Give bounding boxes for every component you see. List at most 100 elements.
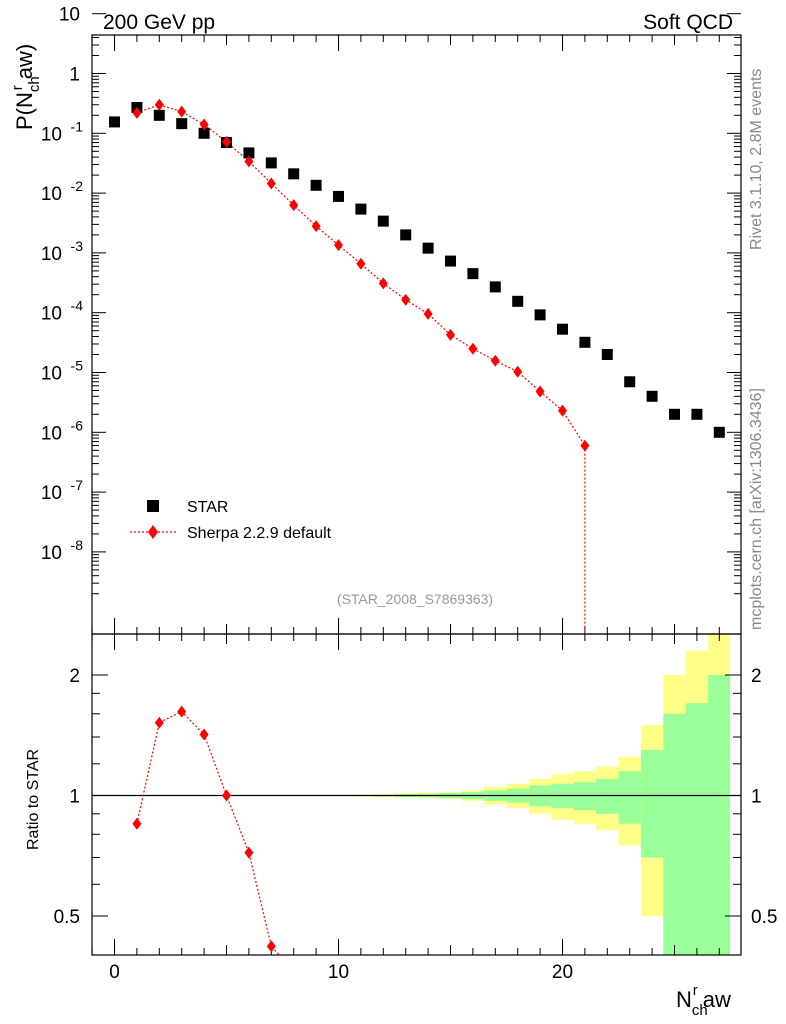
ratio-band-inner [618,771,641,824]
legend: STAR Sherpa 2.2.9 default [130,499,332,542]
analysis-tag: (STAR_2008_S7869363) [337,591,493,607]
ratio-sherpa-line [136,710,280,956]
legend-star-label: STAR [187,499,228,516]
main-y-tick-label: 10 [41,364,62,385]
main-y-tick-label: 10 [41,124,62,145]
sherpa-point [222,135,231,148]
star-point [355,203,367,215]
star-point [445,255,456,267]
ratio-y-tick-label-right: 0.5 [751,907,777,928]
side-version: Rivet 3.1.10, 2.8M events [748,69,765,250]
ratio-sherpa-point [154,716,164,729]
ratio-y-tick-label-right: 2 [751,666,762,687]
sherpa-point [266,177,276,190]
ratio-sherpa-point [177,705,187,718]
main-y-tick-exponent: -3 [71,238,84,254]
ratio-y-tick-label: 0.5 [54,907,80,928]
star-point [624,376,636,388]
main-y-tick-exponent: -2 [71,178,84,194]
ratio-x-tick-label: 20 [552,962,573,983]
sherpa-point [558,404,567,417]
main-y-tick-label: 10 [41,423,62,444]
sherpa-point [356,257,366,270]
sherpa-point [468,342,478,355]
sherpa-point [513,365,523,378]
star-point [601,348,613,360]
star-point [489,281,501,293]
main-y-tick-label: 10 [41,184,62,205]
ratio-frame [91,633,742,956]
ratio-x-tick-label: 10 [328,962,349,983]
star-point [333,190,344,202]
main-y-tick-label: 10 [59,5,80,26]
ratio-sherpa-point [199,728,209,741]
ratio-band-inner [640,749,664,858]
main-y-tick-exponent: -5 [71,358,84,374]
ratio-y-tick-label: 2 [69,666,80,687]
sherpa-point [199,118,209,131]
sherpa-point [177,105,187,118]
legend-sherpa-marker [148,525,158,539]
star-point [198,127,210,139]
main-y-tick-label: 10 [41,244,62,265]
star-point [422,242,434,254]
star-point [265,157,277,169]
sherpa-point [378,277,388,290]
x-axis-label: Nchr aw [676,982,731,1019]
sherpa-point [423,307,433,320]
star-point [153,109,165,121]
legend-star-marker [147,500,159,512]
star-point [691,408,703,420]
star-point [669,408,680,420]
main-y-tick-exponent: -1 [71,118,84,134]
main-y-tick-exponent: -8 [71,537,84,553]
ratio-ylabel: Ratio to STAR [25,749,42,850]
legend-sherpa-label: Sherpa 2.2.9 default [187,525,332,542]
main-y-tick-exponent: -6 [71,417,84,433]
main-frame [91,34,742,635]
sherpa-point [289,199,299,212]
sherpa-point [311,220,321,233]
main-y-tick-label: 10 [41,483,62,504]
main-plot-series [109,98,725,634]
sherpa-point [154,98,164,111]
main-x-axis-ticks [91,35,720,634]
sherpa-point [580,439,590,452]
ratio-band-inner [596,778,619,814]
sherpa-point [244,155,254,168]
ratio-y-tick-label: 1 [69,787,80,808]
ratio-sherpa-point [132,817,142,830]
sherpa-point [490,354,500,367]
star-point [579,336,591,348]
star-point [512,295,524,307]
ratio-y-axis: 0.5 0.5 1 1 2 2 [54,666,778,928]
ratio-plot-series [132,705,280,956]
star-point [310,179,322,191]
sherpa-point [535,385,545,398]
star-point [243,147,255,159]
sherpa-point [401,293,411,306]
star-point [377,215,389,227]
main-y-tick-exponent: -4 [71,298,84,314]
header-left: 200 GeV pp [103,11,215,34]
ratio-y-tick-label-right: 1 [751,787,762,808]
svg-text:P(Nchraw): P(Nchraw) [9,44,43,130]
ratio-bands [349,634,730,955]
sherpa-point [132,106,142,119]
star-point [176,118,188,130]
star-point [646,390,658,402]
svg-text:Nchraw: Nchr aw [676,982,731,1019]
star-point [467,268,479,280]
ratio-sherpa-point [244,846,254,859]
ratio-x-tick-label: 0 [109,962,120,983]
main-y-tick-label: 1 [69,65,80,86]
ratio-band-inner [708,675,730,955]
ratio-band-inner [685,703,709,955]
main-y-axis: 10 1 10 -1 10 -2 10 -3 10 -4 10 -5 10 -6 10 -7 10 -8 [41,5,741,595]
star-point [557,323,568,335]
main-y-tick-label: 10 [41,304,62,325]
header-right: Soft QCD [643,11,733,34]
side-source: mcplots.cern.ch [arXiv:1306.3436] [748,388,765,630]
main-y-tick-label: 10 [41,543,62,564]
